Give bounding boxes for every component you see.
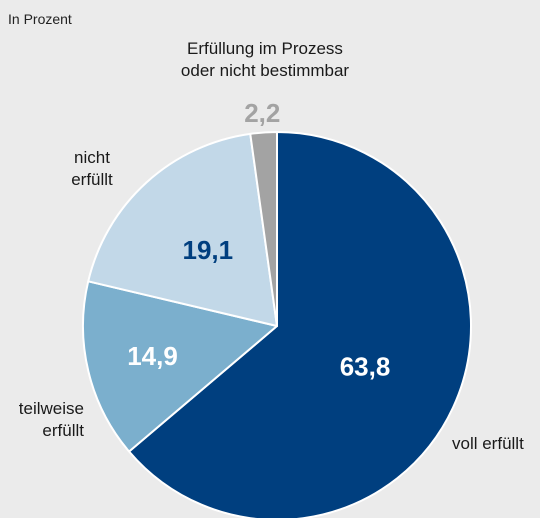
category-label-im-prozess: Erfüllung im Prozess oder nicht bestimmba…: [181, 39, 350, 80]
pie-slice-im-prozess: [249, 131, 278, 327]
category-labels: voll erfüllt teilweise erfüllt nicht erfüllt…: [19, 39, 524, 453]
category-label-voll-erfuellt: voll erfüllt: [452, 434, 524, 453]
pie-slice-teilweise-erfuellt: [82, 280, 278, 453]
value-label-teilweise-erfuellt: 14,9: [127, 341, 178, 371]
value-labels: 63,8 14,9 19,1 2,2: [127, 98, 390, 382]
value-label-voll-erfuellt: 63,8: [340, 352, 391, 382]
unit-label: In Prozent: [8, 11, 72, 27]
pie-slice-nicht-erfuellt: [87, 132, 278, 327]
value-label-im-prozess: 2,2: [244, 98, 280, 128]
pie-slice-voll-erfuellt: [128, 131, 472, 518]
pie-slices: [82, 131, 472, 518]
value-label-nicht-erfuellt: 19,1: [182, 235, 233, 265]
category-label-teilweise-erfuellt: teilweise erfüllt: [19, 399, 84, 440]
category-label-nicht-erfuellt: nicht erfüllt: [71, 148, 113, 189]
